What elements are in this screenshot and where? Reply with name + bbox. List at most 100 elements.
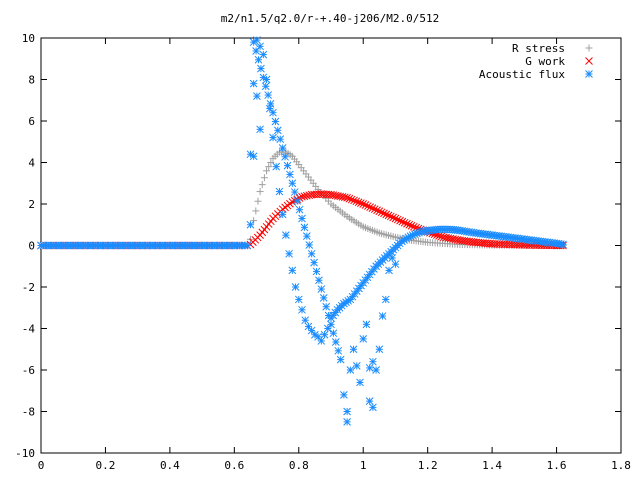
x-tick-label: 0 <box>38 459 45 472</box>
data-point <box>331 191 340 200</box>
data-point <box>382 210 391 219</box>
data-point <box>451 235 460 244</box>
data-point <box>319 294 328 302</box>
data-point <box>345 194 354 203</box>
data-point <box>260 174 268 182</box>
data-point <box>253 92 261 100</box>
data-point <box>305 241 314 249</box>
data-point <box>393 215 402 224</box>
y-tick-label: 2 <box>28 198 35 211</box>
data-point <box>249 79 258 88</box>
data-point <box>254 197 262 205</box>
data-point <box>288 179 297 188</box>
data-point <box>370 205 379 214</box>
y-tick-label: -2 <box>22 281 35 294</box>
data-point <box>266 100 275 108</box>
data-point <box>315 276 323 285</box>
data-point <box>391 214 400 223</box>
data-point <box>385 266 393 275</box>
data-point <box>343 418 351 426</box>
data-point <box>400 218 409 227</box>
data-point <box>293 197 302 205</box>
data-point <box>372 366 380 374</box>
data-point <box>272 162 281 171</box>
data-point <box>322 302 331 311</box>
data-point <box>252 47 260 55</box>
data-point <box>312 267 321 276</box>
data-point <box>389 213 397 222</box>
data-point <box>300 223 309 232</box>
y-tick-label: -4 <box>22 323 36 336</box>
x-tick-label: 1 <box>360 459 367 472</box>
chart-title: m2/n1.5/q2.0/r-+.40-j206/M2.0/512 <box>221 12 440 25</box>
data-point <box>349 345 358 354</box>
data-point <box>256 42 264 51</box>
x-tick-label: 1.4 <box>482 459 502 472</box>
data-point <box>265 163 273 171</box>
data-point <box>317 285 326 293</box>
data-point <box>380 209 388 218</box>
data-point <box>243 241 252 250</box>
data-point <box>359 335 368 343</box>
data-point <box>283 161 292 170</box>
data-point <box>354 198 363 207</box>
data-point <box>559 240 567 249</box>
data-point <box>378 312 387 320</box>
y-tick-label: 6 <box>28 115 35 128</box>
legend-label: R stress <box>512 42 565 55</box>
x-tick-label: 0.4 <box>160 459 180 472</box>
x-tick-label: 0.8 <box>289 459 309 472</box>
y-tick-label: 0 <box>28 240 35 253</box>
x-tick-label: 0.6 <box>224 459 244 472</box>
data-point <box>304 322 313 331</box>
data-point <box>246 220 255 229</box>
data-point <box>340 391 348 399</box>
data-point <box>258 181 266 189</box>
data-point <box>352 361 361 370</box>
data-point <box>449 235 457 243</box>
data-point <box>405 220 414 229</box>
data-point <box>256 125 264 134</box>
data-point <box>261 82 270 91</box>
data-point <box>442 233 450 242</box>
data-point <box>446 234 455 243</box>
y-tick-label: -8 <box>22 406 35 419</box>
data-point <box>329 329 338 338</box>
data-point <box>302 191 311 200</box>
data-point <box>343 193 351 202</box>
data-point <box>269 133 277 142</box>
series-acoustic-flux <box>37 36 567 426</box>
data-point <box>334 192 342 200</box>
data-point <box>282 231 290 239</box>
data-point <box>363 202 372 210</box>
x-tick-label: 1.8 <box>611 459 631 472</box>
data-point <box>352 197 361 206</box>
data-point <box>265 104 274 113</box>
data-point <box>271 117 280 126</box>
data-point <box>357 199 365 207</box>
data-point <box>275 187 284 196</box>
data-point <box>263 167 271 175</box>
data-point <box>252 207 260 215</box>
data-point <box>340 193 349 202</box>
data-point <box>288 198 297 206</box>
data-point <box>264 91 273 99</box>
data-point <box>366 203 374 211</box>
data-point <box>302 232 311 241</box>
data-point <box>435 231 444 240</box>
data-point <box>314 332 322 341</box>
data-point <box>356 378 364 387</box>
data-point <box>246 150 255 159</box>
data-point <box>327 190 335 199</box>
data-point <box>381 295 390 304</box>
data-point <box>281 152 289 161</box>
data-point <box>327 320 335 329</box>
legend-marker <box>585 57 593 65</box>
data-point <box>269 108 277 117</box>
data-point <box>386 212 395 221</box>
data-point <box>298 305 306 314</box>
data-point <box>368 204 377 213</box>
